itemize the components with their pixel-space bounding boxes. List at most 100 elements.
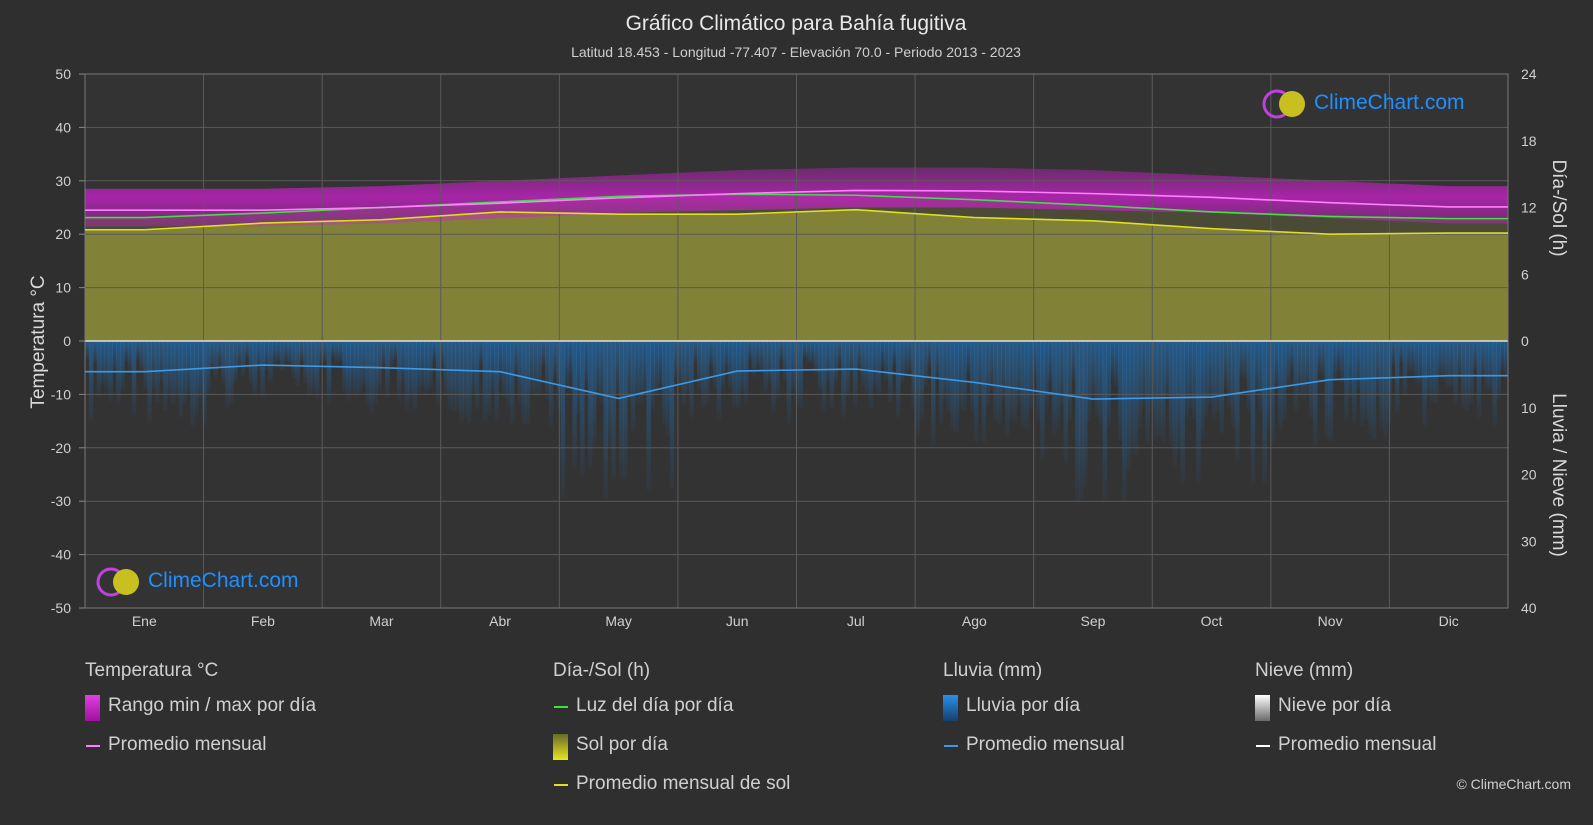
rain-day-bar [155,341,160,403]
rain-day-bar [1504,341,1509,378]
rain-day-bar [1044,341,1049,409]
rain-day-bar [1145,341,1150,445]
rain-day-bar [603,341,609,500]
rain-day-bar [673,341,679,378]
left-tick-label: 50 [55,66,71,82]
rain-day-bar [545,341,550,400]
rain-day-bar [385,341,390,398]
rain-day-bar [1172,341,1178,467]
rain-day-bar [1332,341,1338,380]
rain-day-bar [888,341,893,403]
rain-day-bar [1020,341,1026,427]
rain-day-bar [798,341,803,409]
rain-day-bar [580,341,585,476]
rain-day-bar [962,341,967,412]
rain-day-bar [825,341,831,382]
rain-day-bar [143,341,148,390]
rain-day-bar [272,341,277,363]
legend-rain-avg-label: Promedio mensual [966,734,1125,755]
rain-day-bar [182,341,187,405]
rain-day-bar [201,341,207,426]
rain-day-bar [1051,341,1057,435]
legend-sun: Día-/Sol (h) Luz del día por día Sol por… [553,660,790,811]
rain-day-bar [969,341,975,412]
rain-day-bar [1071,341,1076,382]
rain-day-bar [1449,341,1455,387]
right-bottom-tick-label: 10 [1521,400,1537,416]
rain-day-bar [276,341,281,362]
rain-day-bar [638,341,644,405]
rain-day-bar [291,341,297,380]
right-top-tick-label: 18 [1521,133,1537,149]
rain-day-bar [1402,341,1408,396]
left-axis-label: Temperatura °C [28,275,49,408]
rain-day-bar [474,341,480,410]
legend-temp-range-label: Rango min / max por día [108,695,317,716]
rain-day-bar [1430,341,1435,403]
chart-subtitle: Latitud 18.453 - Longitud -77.407 - Elev… [571,44,1021,60]
rain-day-bar [1016,341,1022,403]
rain-day-bar [159,341,164,382]
rain-day-bar [973,341,979,442]
left-tick-label: -50 [51,600,71,616]
rain-day-bar [1480,341,1486,377]
rain-day-bar [1355,341,1361,389]
rain-day-bar [1231,341,1236,429]
plot-area: 50 40 30 20 10 0 -10 -20 -30 -40 -50 24 18 12 6 0 10 20 30… [51,66,1537,629]
rain-day-bar [642,341,648,393]
rain-day-bar [1192,341,1197,419]
rain-day-bar [623,341,628,480]
rain-day-bar [755,341,761,369]
rain-day-bar [1200,341,1205,441]
rain-day-bar [1090,341,1096,400]
rain-day-bar [509,341,515,424]
rain-day-bar [853,341,858,407]
rain-day-bar [1067,341,1072,421]
rain-day-bar [1094,341,1100,418]
logo-bottom-text: ClimeChart.com [148,569,299,592]
rain-day-bar [1235,341,1240,460]
rain-day-bar [1238,341,1244,377]
rain-day-bar [252,341,258,397]
rain-day-bar [365,341,371,406]
sun-avg-swatch [554,784,568,786]
rain-day-bar [486,341,492,416]
left-tick-label: 20 [55,226,71,242]
rain-day-bar [1293,341,1299,412]
rain-day-bar [1410,341,1416,373]
rain-day-bar [634,341,640,404]
rain-day-bar [907,341,913,371]
month-label: May [605,613,631,629]
rain-day-bar [135,341,141,360]
legend-snow-day: Nieve por día [1255,694,1436,721]
rain-day-bar [833,341,839,385]
month-label: Ago [962,613,987,629]
rain-day-bar [810,341,815,364]
rain-day-bar [1437,341,1443,377]
rain-day-bar [283,341,289,362]
rain-day-bar [498,341,503,383]
rain-day-bar [529,341,534,394]
legend-snow-day-label: Nieve por día [1278,695,1392,716]
rain-day-bar [428,341,433,390]
legend-sun-title: Día-/Sol (h) [553,660,651,681]
left-tick-label: -30 [51,493,71,509]
rain-day-bar [127,341,133,372]
rain-day-bar [303,341,308,384]
rain-day-bar [767,341,772,384]
rain-day-bar [759,341,764,373]
rain-day-bar [1055,341,1061,430]
rain-day-bar [1379,341,1384,430]
rain-day-bar [704,341,710,404]
snow-swatch [1255,695,1270,721]
rain-day-bar [942,341,948,400]
rain-day-bar [1270,341,1275,445]
rain-day-bar [903,341,909,375]
legend-temp-avg-label: Promedio mensual [108,734,267,755]
legend-sun-avg: Promedio mensual de sol [553,772,790,796]
rain-day-bar [416,341,421,394]
rain-day-bar [630,341,636,432]
rain-day-bar [162,341,168,411]
rain-day-bar [954,341,959,433]
temp-avg-swatch [86,745,100,747]
